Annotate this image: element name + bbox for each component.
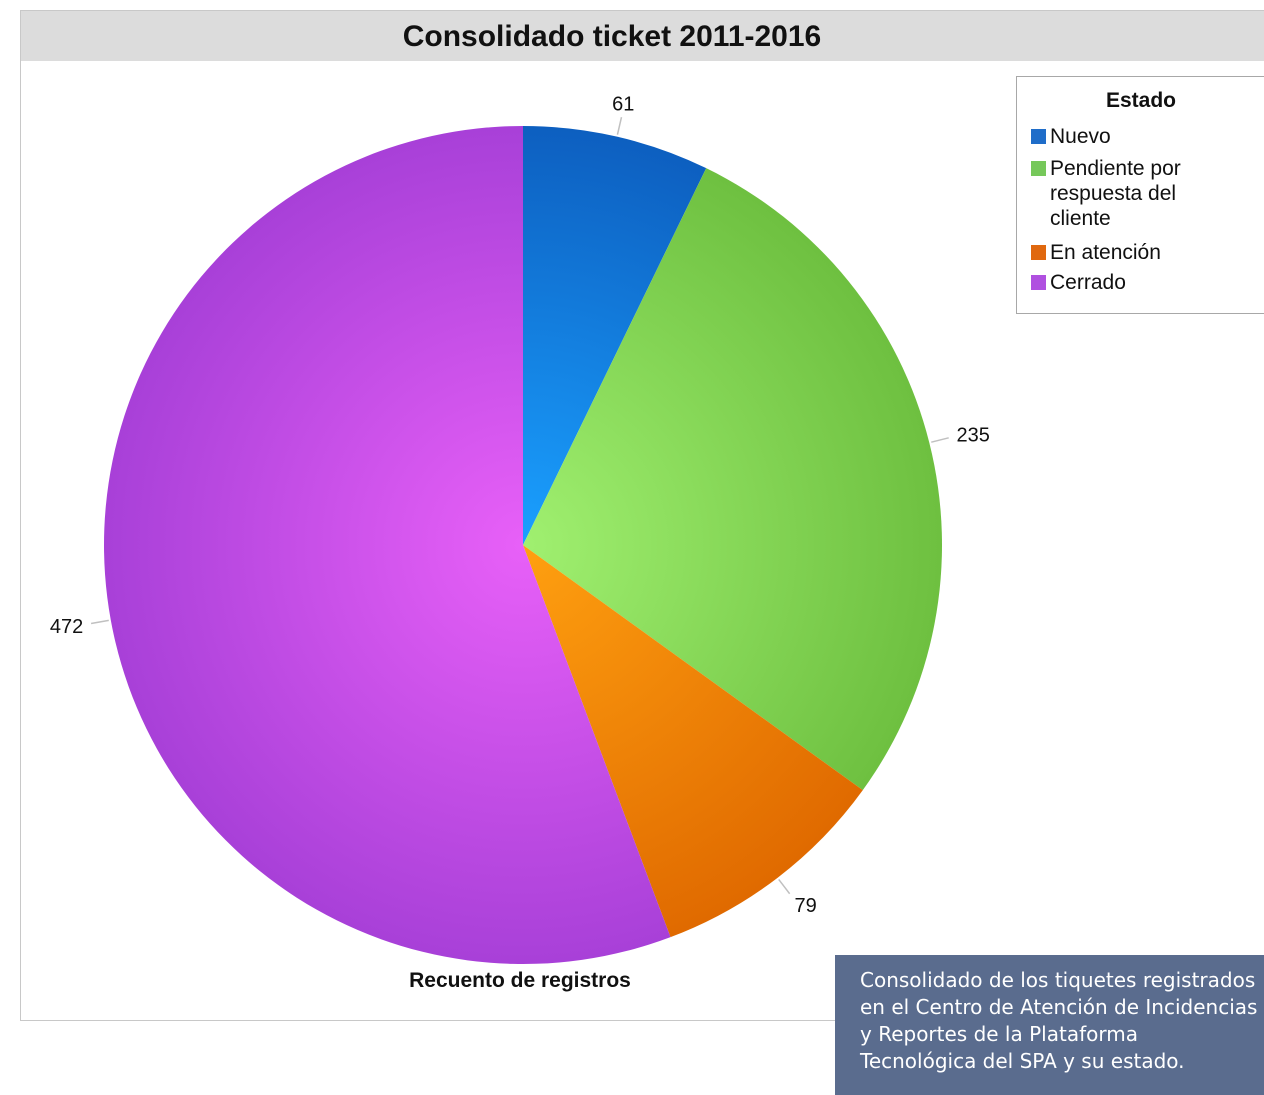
legend-swatch-pendiente [1031,161,1046,176]
pie-slice-en-atencion [523,545,863,938]
legend-title: Estado [1105,89,1176,112]
legend-label-nuevo: Nuevo [1050,125,1111,148]
legend-item-nuevo: Nuevo [1031,124,1231,149]
legend-label-cerrado: Cerrado [1050,271,1126,294]
leader-line-en-atencion [778,878,791,895]
data-label-nuevo: 61 [612,94,634,116]
leader-line-nuevo [616,117,623,135]
leader-line-cerrado [90,619,109,625]
pie-slice-nuevo [523,126,707,545]
legend-label-en-atencion: En atención [1050,241,1161,264]
legend-swatch-cerrado [1031,275,1046,290]
data-label-cerrado: 472 [50,616,83,638]
legend-swatch-nuevo [1031,129,1046,144]
legend-item-cerrado: Cerrado [1031,270,1231,295]
legend-item-en-atencion: En atención [1031,240,1231,265]
legend-swatch-en-atencion [1031,245,1046,260]
pie-slice-cerrado [104,126,671,964]
legend-item-pendiente: Pendiente por respuesta del cliente [1031,156,1231,231]
legend-label-pendiente: Pendiente por respuesta del cliente [1050,157,1181,230]
data-label-en-atencion: 79 [795,895,817,917]
caption-box: Consolidado de los tiquetes registrados … [835,955,1264,1095]
pie-slice-pendiente [523,168,942,791]
title-bar [21,11,1264,61]
legend: Estado Nuevo Pendiente por respuesta del … [1016,76,1264,314]
data-label-pendiente: 235 [956,424,989,446]
chart-title: Consolidado ticket 2011-2016 [402,20,822,53]
x-axis-label: Recuento de registros [409,969,631,992]
leader-line-pendiente [931,437,949,443]
